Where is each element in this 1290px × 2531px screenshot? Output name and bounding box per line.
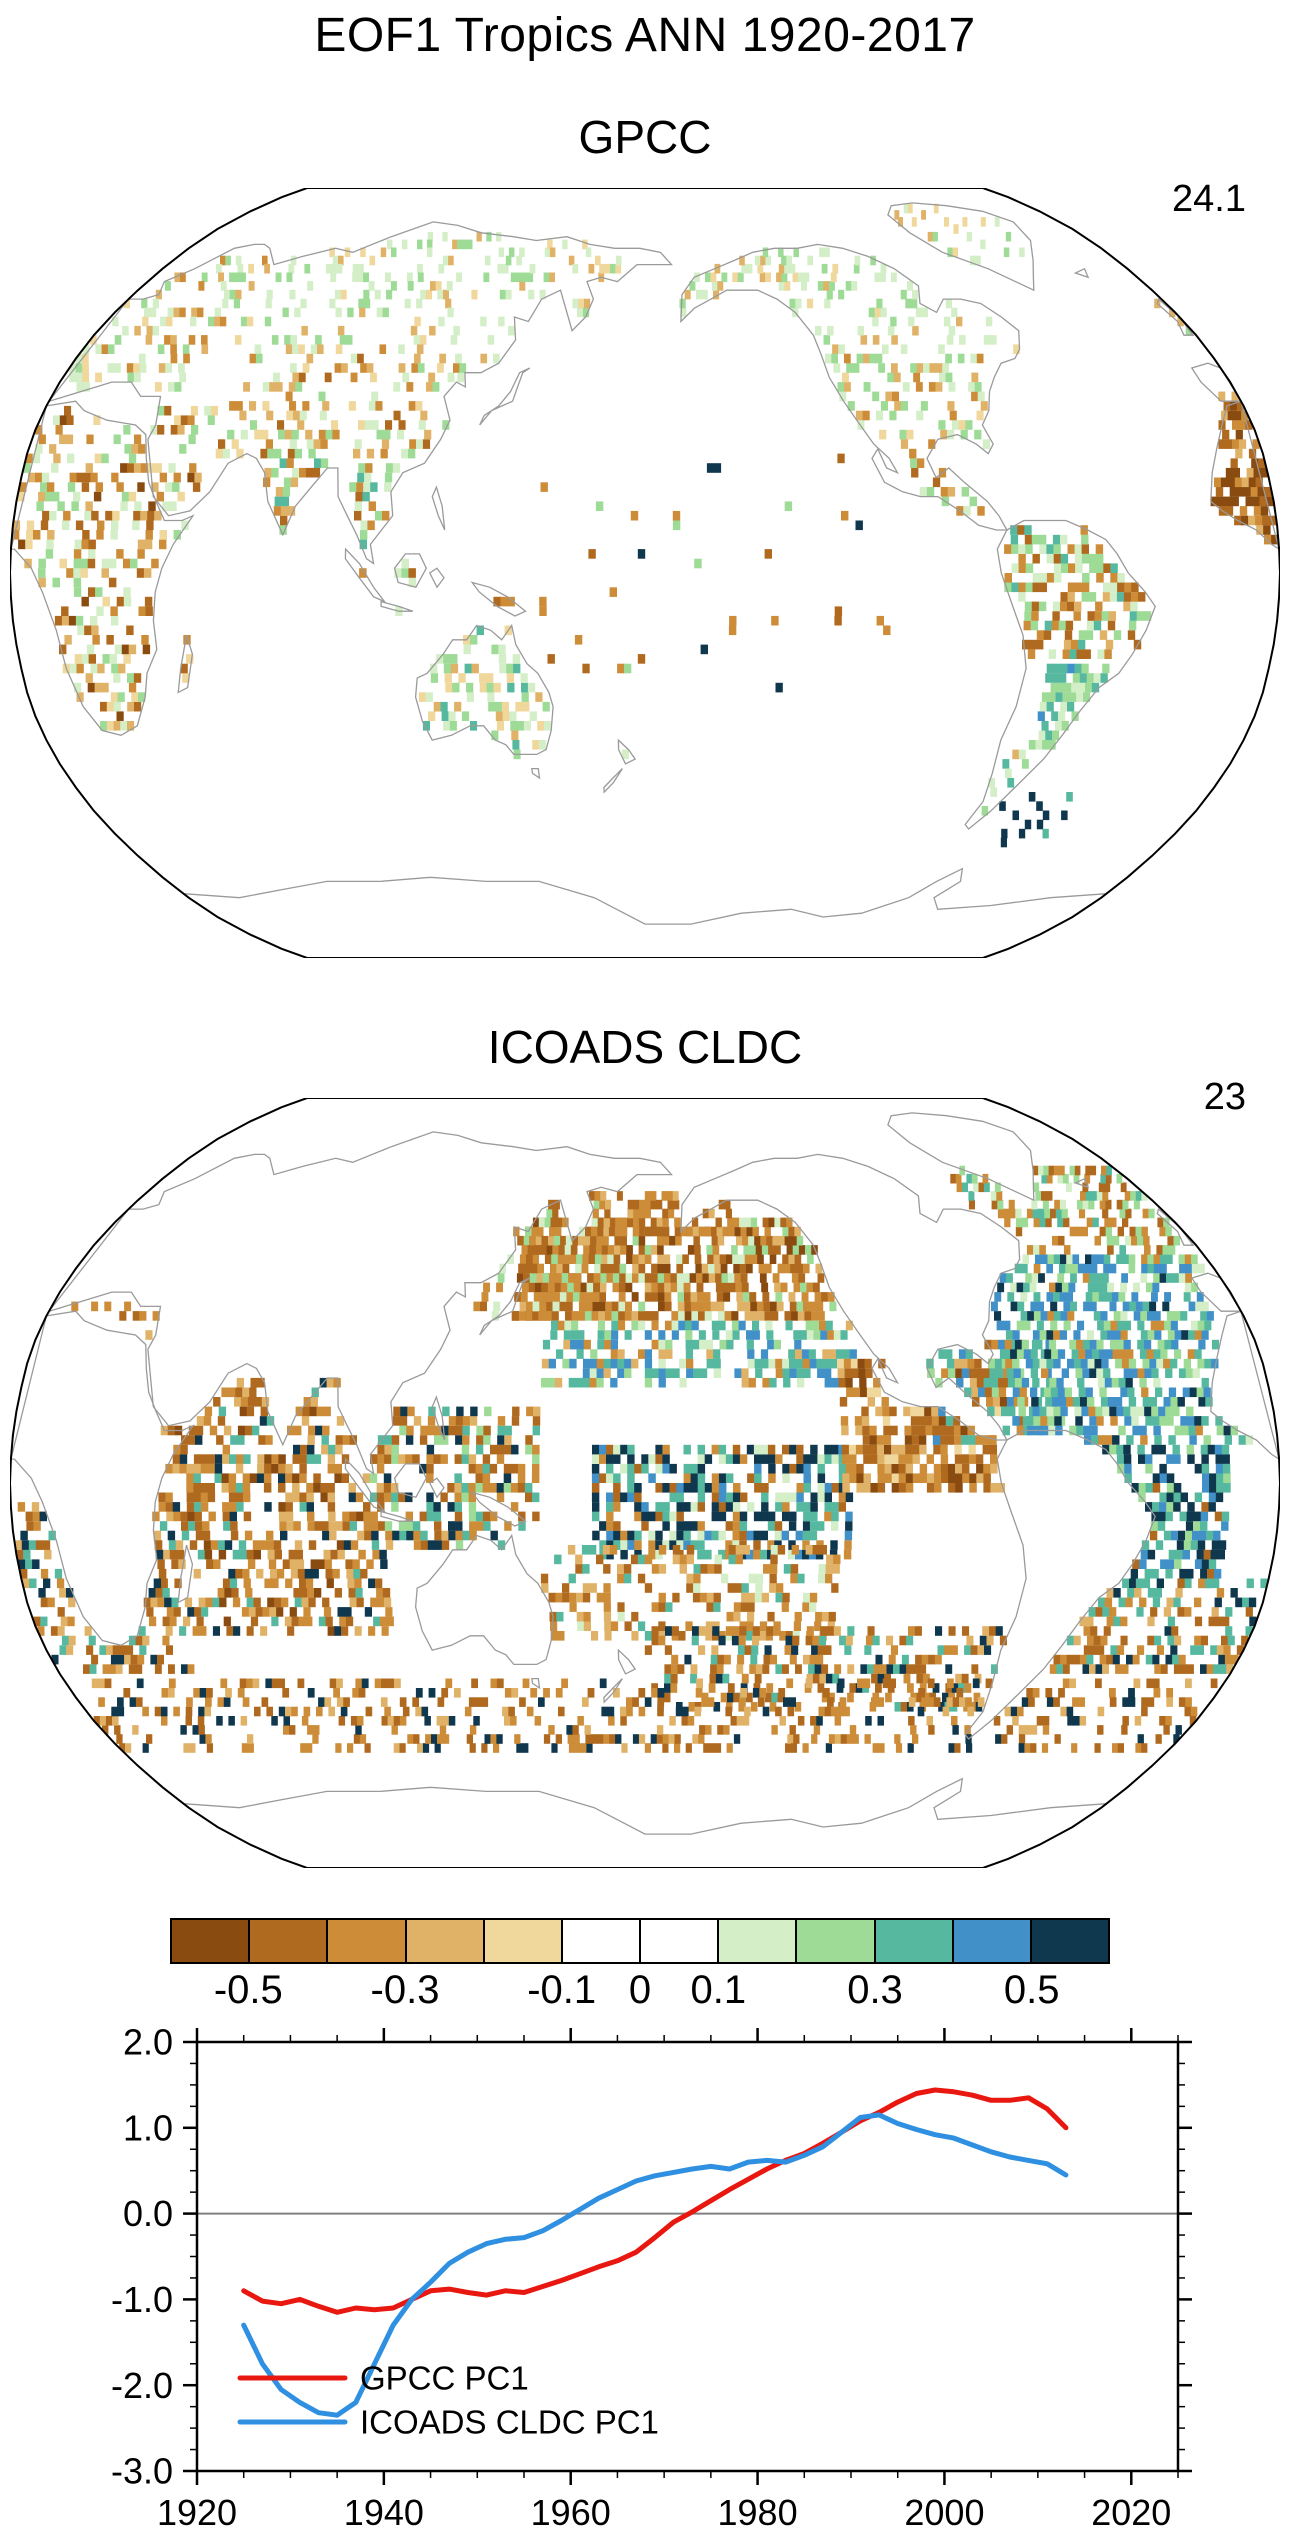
colorbar-segment (875, 1920, 954, 1962)
axis-ticks (183, 2028, 1192, 2485)
colorbar-segment (641, 1920, 720, 1962)
svg-text:-2.0: -2.0 (111, 2365, 173, 2406)
eof-cells (14, 1165, 1268, 1753)
colorbar: -0.5 -0.3 -0.1 0 0.1 0.3 0.5 (170, 1918, 1110, 2016)
map-boundary (10, 188, 1280, 958)
colorbar-tick-label: -0.1 (527, 1968, 597, 2012)
svg-text:0.0: 0.0 (123, 2193, 173, 2234)
colorbar-segment (719, 1920, 798, 1962)
colorbar-segment (562, 1920, 642, 1962)
figure-title: EOF1 Tropics ANN 1920-2017 (314, 9, 976, 62)
svg-text:2000: 2000 (904, 2492, 984, 2531)
legend-label: GPCC PC1 (360, 2360, 529, 2397)
colorbar-segment (172, 1920, 251, 1962)
coastlines (10, 202, 1280, 925)
colorbar-tick-label: -0.3 (370, 1968, 440, 2012)
colorbar-segment (484, 1920, 563, 1962)
coastlines (10, 1112, 1280, 1835)
world-map-gpcc (10, 188, 1280, 958)
svg-text:-1.0: -1.0 (111, 2279, 173, 2320)
colorbar-segment (953, 1920, 1032, 1962)
plot-frame (195, 2040, 1180, 2473)
eof-cells (11, 203, 1279, 848)
colorbar-tick-label: 0.1 (690, 1968, 747, 2012)
svg-text:1920: 1920 (157, 2492, 237, 2531)
colorbar-tick-label: 0 (628, 1968, 652, 2012)
variance-value-icoads: 23 (1203, 1076, 1246, 1118)
svg-text:1.0: 1.0 (123, 2107, 173, 2148)
legend-label: ICOADS CLDC PC1 (360, 2404, 659, 2441)
colorbar-scale (170, 1918, 1110, 1964)
legend: GPCC PC1 ICOADS CLDC PC1 (237, 2360, 659, 2441)
colorbar-tick-label: 0.3 (847, 1968, 903, 2012)
colorbar-segment (406, 1920, 485, 1962)
svg-text:1960: 1960 (531, 2492, 611, 2531)
pc-series (241, 2087, 1069, 2418)
colorbar-segment (250, 1920, 329, 1962)
colorbar-segment (328, 1920, 407, 1962)
map-title-gpcc: GPCC (578, 111, 712, 163)
colorbar-tick-label: 0.5 (1003, 1968, 1060, 2012)
world-map-icoads (10, 1098, 1280, 1868)
svg-text:2.0: 2.0 (123, 2022, 173, 2063)
colorbar-segment (1031, 1920, 1109, 1962)
map-boundary (10, 1098, 1280, 1868)
svg-text:1940: 1940 (344, 2492, 424, 2531)
map-title-icoads: ICOADS CLDC (487, 1021, 803, 1073)
variance-value-gpcc: 24.1 (1172, 178, 1246, 220)
svg-text:1980: 1980 (718, 2492, 798, 2531)
colorbar-tick-label: -0.5 (213, 1968, 283, 2012)
svg-text:-3.0: -3.0 (111, 2451, 173, 2492)
colorbar-tick-labels: -0.5 -0.3 -0.1 0 0.1 0.3 0.5 (170, 1964, 1110, 2016)
colorbar-segment (797, 1920, 876, 1962)
svg-text:2020: 2020 (1091, 2492, 1171, 2531)
